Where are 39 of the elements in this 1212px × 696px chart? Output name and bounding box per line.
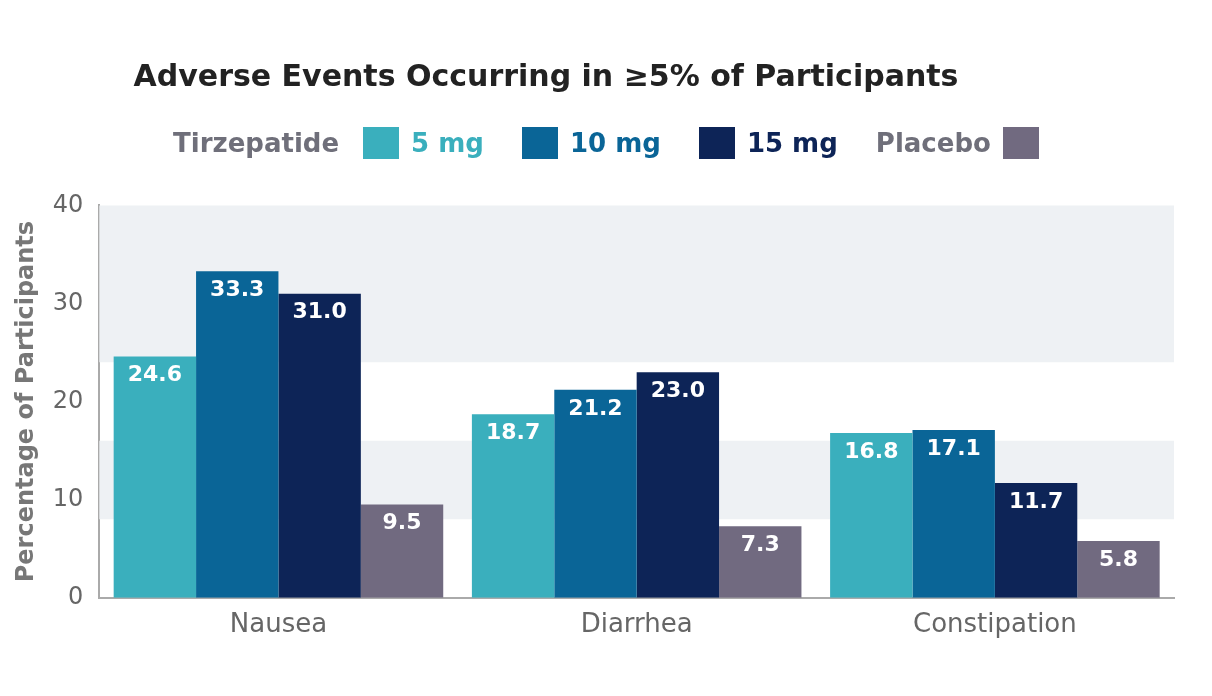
legend-label: 5 mg — [411, 128, 484, 158]
bar — [994, 483, 1078, 598]
data-label: 11.7 — [1008, 487, 1064, 513]
legend-label: 10 mg — [569, 128, 661, 158]
x-tick-label: Diarrhea — [580, 608, 693, 639]
bar — [912, 430, 995, 598]
data-label: 5.8 — [1098, 545, 1138, 571]
data-label: 33.3 — [210, 275, 265, 301]
x-tick-label: Constipation — [913, 608, 1077, 639]
chart-title: Adverse Events Occurring in ≥5% of Participants — [132, 57, 960, 95]
bar — [1077, 540, 1160, 598]
data-label: 9.5 — [382, 509, 422, 535]
bar — [113, 356, 197, 598]
x-tick-label: Nausea — [229, 608, 328, 639]
data-label: 18.7 — [485, 419, 541, 445]
data-label: 17.1 — [926, 434, 981, 460]
bar — [636, 372, 720, 598]
y-tick-label: 10 — [52, 483, 84, 512]
bar — [830, 432, 913, 598]
legend-title: Tirzepatide — [173, 128, 340, 158]
y-tick-label: 30 — [52, 287, 84, 316]
y-tick-label: 40 — [52, 189, 84, 218]
data-label: 16.8 — [844, 437, 899, 463]
bar — [196, 271, 279, 598]
data-label: 7.3 — [740, 530, 780, 556]
y-tick-label: 20 — [52, 385, 84, 414]
data-label: 24.6 — [127, 361, 182, 387]
text: Placebo — [875, 128, 991, 158]
bar — [278, 293, 361, 598]
data-label: 23.0 — [650, 376, 706, 402]
bar — [360, 504, 444, 598]
bar — [719, 526, 802, 598]
legend-label: 15 mg — [746, 128, 838, 158]
bar — [471, 414, 555, 598]
bar — [554, 389, 637, 598]
y-tick-label: 0 — [68, 582, 84, 611]
data-label: 21.2 — [568, 394, 623, 420]
y-axis-title: Percentage of Participants — [10, 220, 39, 583]
data-label: 31.0 — [292, 298, 347, 324]
